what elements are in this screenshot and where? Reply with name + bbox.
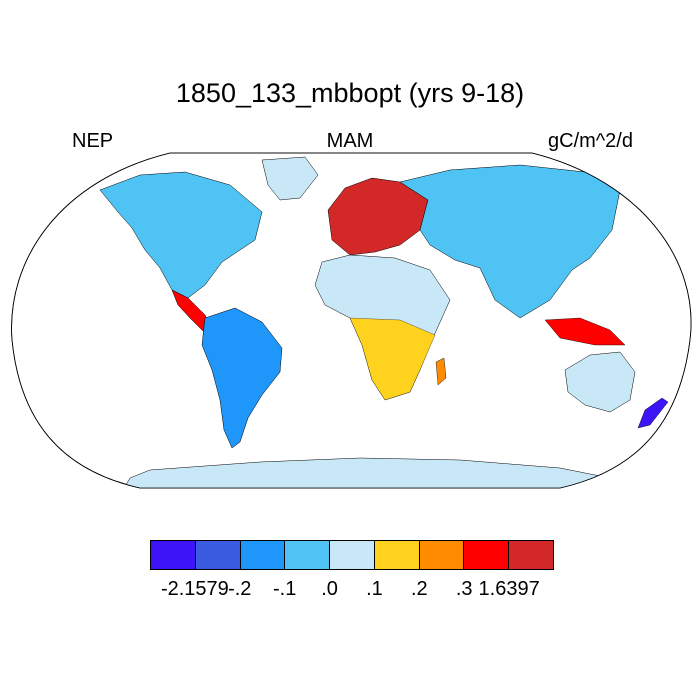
colorbar-box [373, 540, 420, 570]
colorbar-box [239, 540, 286, 570]
map-title: 1850_133_mbbopt (yrs 9-18) [175, 78, 525, 108]
colorbar-label: 1.6397 [478, 578, 540, 600]
units-label: gC/m^2/d [548, 130, 633, 152]
southeast-asia-islands [544, 317, 626, 346]
colorbar-label: .0 [321, 578, 338, 600]
north-america [99, 171, 263, 299]
colorbar-box [418, 540, 465, 570]
colorbar-box [508, 540, 555, 570]
africa-south [349, 317, 436, 401]
asia [399, 164, 621, 319]
colorbar-label: -2.1579 [160, 578, 229, 600]
colorbar [150, 540, 555, 570]
colorbar-label: .3 [455, 578, 473, 600]
colorbar-box [284, 540, 331, 570]
colorbar-box [329, 540, 375, 570]
south-america [201, 307, 283, 449]
australia [564, 351, 636, 413]
colorbar-label: .2 [410, 578, 428, 600]
colorbar-label: -.1 [272, 578, 297, 600]
madagascar [435, 357, 447, 386]
colorbar-label: .1 [366, 578, 383, 600]
new-zealand [637, 397, 669, 429]
colorbar-box [150, 540, 196, 570]
season-label: MAM [326, 130, 374, 152]
variable-label: NEP [72, 130, 114, 152]
colorbar-box [463, 540, 510, 570]
greenland [261, 156, 319, 201]
colorbar-label: -.2 [228, 578, 252, 600]
colorbar-box [194, 540, 241, 570]
